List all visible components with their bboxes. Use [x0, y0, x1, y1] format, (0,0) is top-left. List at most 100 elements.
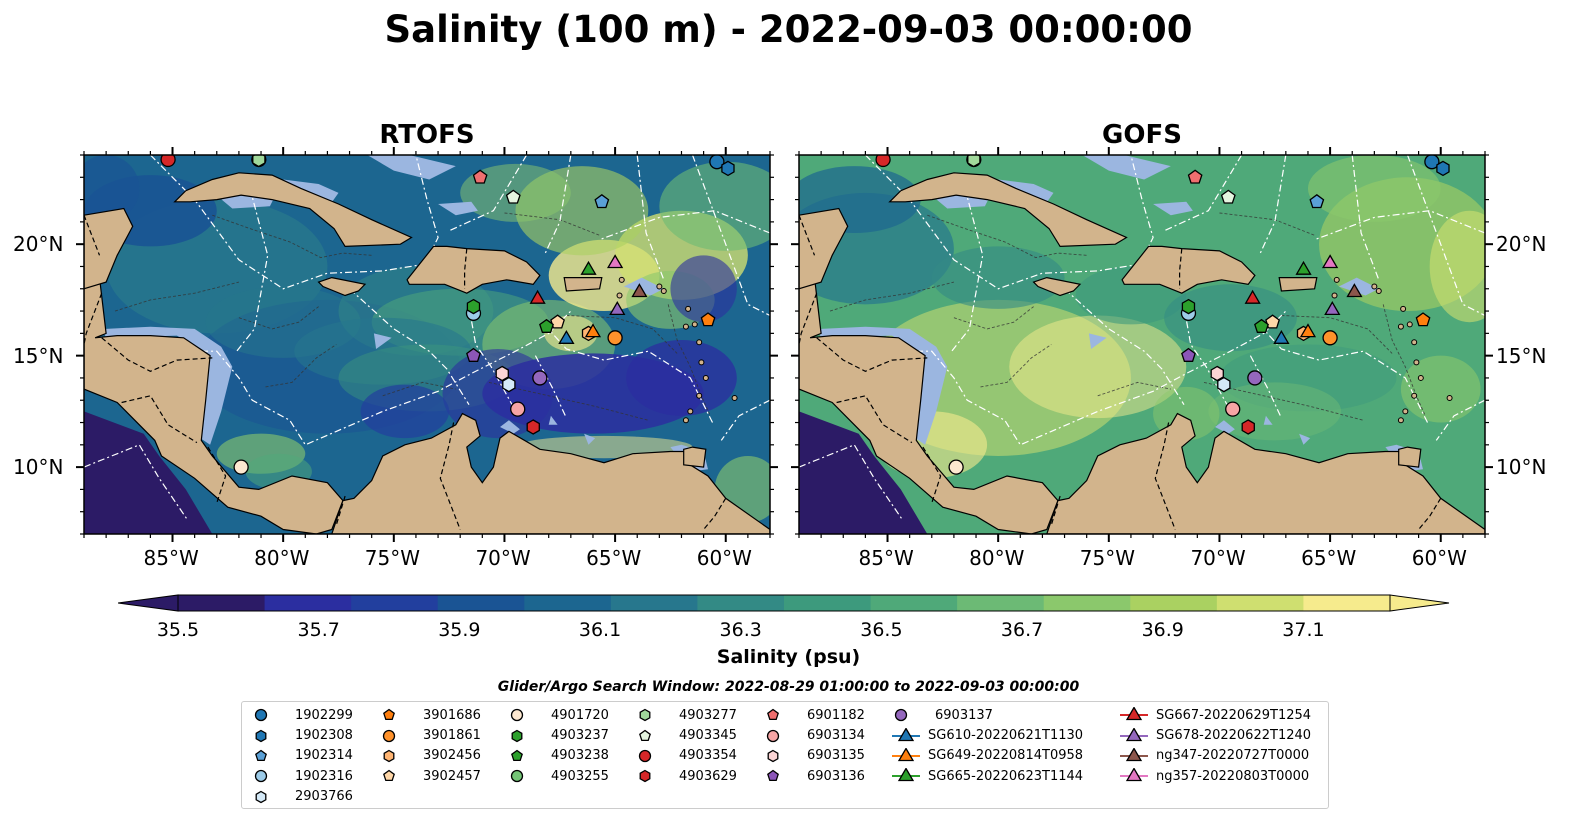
- lat-tick-label-left: 20°N: [13, 232, 64, 257]
- legend-item: 2903766: [252, 787, 353, 807]
- colorbar-segment: [1216, 595, 1304, 611]
- country-border: [816, 337, 928, 372]
- colorbar-segment: [957, 595, 1045, 611]
- eez-boundary: [1258, 155, 1287, 256]
- eez-boundary: [691, 155, 770, 317]
- legend-marker-icon: [639, 729, 651, 741]
- legend-marker-icon: [383, 749, 395, 763]
- lat-tick-label-right: 15°N: [1496, 343, 1547, 368]
- observation-marker-4903354: [875, 155, 891, 168]
- colorbar-extend-max: [1389, 594, 1450, 612]
- legend-item: 4901720: [508, 705, 609, 725]
- legend-marker-icon: [892, 727, 920, 741]
- rtofs-map-panel: [76, 147, 778, 542]
- legend-item: 3902457: [380, 766, 481, 786]
- eez-boundary: [84, 310, 572, 446]
- legend-item-label: 1902299: [295, 707, 353, 723]
- salinity-anomaly: [442, 348, 554, 439]
- legend-item: SG649-20220814T0958: [892, 746, 1083, 766]
- observation-marker-SG678-20220622T1240: [1324, 301, 1341, 316]
- legend-item-label: ng347-20220727T0000: [1156, 748, 1310, 764]
- legend-item-label: SG610-20220621T1130: [928, 728, 1084, 744]
- yucatan-land: [84, 207, 134, 290]
- colorbar-tick-label: 35.5: [156, 619, 200, 641]
- legend-item-label: 6903134: [807, 728, 865, 744]
- legend-item: 3902456: [380, 746, 481, 766]
- eez-boundary: [543, 323, 714, 423]
- puerto-rico-land: [1278, 276, 1318, 292]
- colorbar-tick-label: 36.7: [1000, 619, 1044, 641]
- eez-boundary: [448, 155, 528, 232]
- legend-item-label: 3902456: [423, 748, 481, 764]
- country-border: [703, 497, 727, 530]
- small-island: [691, 321, 698, 328]
- lat-tick-label-left: 10°N: [13, 455, 64, 480]
- pacific-low-salinity: [799, 411, 928, 534]
- colorbar-segment: [437, 595, 525, 611]
- observation-marker-ng357-20220803T0000: [606, 254, 624, 269]
- shallow-shelf: [367, 155, 456, 180]
- lon-tick-label: 85°W: [143, 546, 199, 570]
- small-island: [1371, 283, 1378, 290]
- colorbar-segment: [1130, 595, 1218, 611]
- lon-tick-label: 60°W: [1411, 546, 1467, 570]
- observation-marker-SG649-20220814T0958: [584, 323, 602, 338]
- country-border: [1154, 422, 1176, 530]
- lon-tick-label: 60°W: [696, 546, 752, 570]
- observation-marker-SG667-20220629T1254: [529, 289, 546, 304]
- salinity-anomaly: [1009, 315, 1187, 419]
- colorbar-segment: [351, 595, 439, 611]
- small-island: [687, 408, 694, 415]
- observation-marker-6901182: [1187, 169, 1203, 184]
- lon-tick-label: 70°W: [1190, 546, 1246, 570]
- shallow-shelf: [1338, 277, 1379, 296]
- colorbar-tick-label: 36.5: [860, 619, 903, 641]
- small-island: [1411, 392, 1418, 399]
- observation-marker-2903766: [502, 376, 516, 393]
- country-border: [207, 446, 227, 503]
- legend-marker-icon: [510, 709, 524, 722]
- legend-item-label: 6901182: [807, 707, 865, 723]
- legend-marker-icon: [255, 790, 267, 803]
- legend-item: 6903135: [764, 746, 865, 766]
- legend-marker-icon: [255, 749, 267, 762]
- small-island: [1375, 287, 1382, 294]
- lat-tick-label-right: 10°N: [1496, 455, 1547, 480]
- legend-item-label: 4903354: [679, 748, 737, 764]
- cuba-land: [888, 172, 1128, 248]
- legend-column: 4901720 4903237 4903238 4903255: [508, 705, 609, 787]
- eez-boundary: [799, 444, 904, 521]
- observation-marker-3901861: [1322, 330, 1338, 346]
- salinity-anomaly: [670, 255, 737, 323]
- small-island: [1397, 323, 1404, 330]
- legend-item-label: 1902308: [295, 728, 353, 744]
- lon-tick-label: 65°W: [1301, 546, 1357, 570]
- south-america-land: [331, 412, 770, 534]
- shallow-shelf: [623, 277, 664, 296]
- eez-boundary: [236, 188, 269, 352]
- observation-marker-SG649-20220814T0958: [1299, 323, 1317, 338]
- observation-marker-2903766: [1217, 376, 1231, 393]
- legend-marker-icon: [254, 770, 268, 783]
- legend-marker-icon: [383, 770, 395, 782]
- colorbar-segment: [784, 595, 872, 611]
- colorbar-tick-label: 36.1: [578, 619, 622, 641]
- eez-boundary: [1163, 155, 1243, 232]
- legend-marker-icon: [254, 709, 268, 722]
- shallow-shelf: [1082, 155, 1171, 180]
- salinity-anomaly: [1400, 355, 1481, 423]
- observation-marker-1902299: [1424, 155, 1440, 170]
- legend-column: 6903137 SG610-20220621T1130 SG649-20220814…: [892, 705, 1083, 787]
- salinity-anomaly: [1307, 155, 1441, 222]
- isobath-line: [566, 315, 678, 354]
- colorbar-segment: [1043, 595, 1131, 611]
- legend-item-label: 4901720: [551, 707, 609, 723]
- observation-marker-4903345: [1220, 189, 1236, 204]
- legend-item: 1902314: [252, 746, 353, 766]
- legend-item: 6903136: [764, 766, 865, 786]
- cuba-land: [173, 172, 413, 248]
- isobath-line: [667, 304, 711, 416]
- gofs-map-panel: [791, 147, 1493, 542]
- lon-tick-label: 75°W: [1079, 546, 1136, 570]
- colorbar-segment: [697, 595, 785, 611]
